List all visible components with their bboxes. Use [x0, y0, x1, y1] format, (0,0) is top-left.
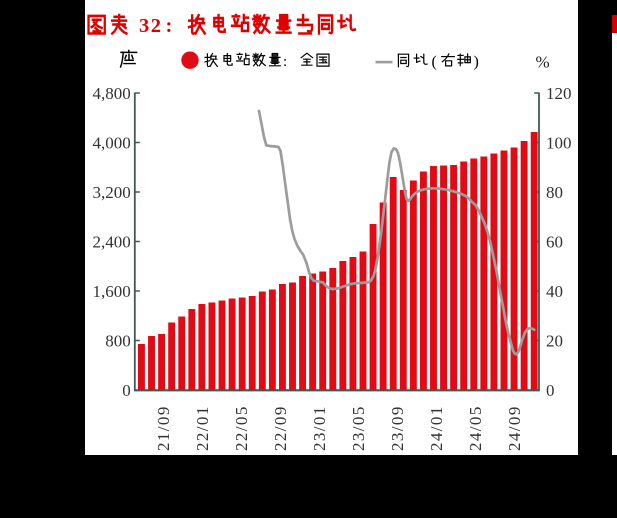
svg-text:21/09: 21/09: [154, 405, 173, 451]
svg-text:800: 800: [105, 332, 131, 351]
svg-text:100: 100: [546, 134, 572, 153]
svg-text:20: 20: [546, 332, 563, 351]
svg-text:1,600: 1,600: [93, 282, 131, 301]
svg-text:32: 32: [139, 15, 163, 37]
svg-text:24/05: 24/05: [466, 405, 485, 451]
svg-text:22/09: 22/09: [271, 405, 290, 451]
svg-text:3,200: 3,200: [93, 183, 131, 202]
svg-text:4,800: 4,800: [93, 84, 131, 103]
svg-text::: :: [166, 15, 173, 37]
svg-text:120: 120: [546, 84, 572, 103]
svg-text:22/01: 22/01: [193, 405, 212, 451]
svg-text:40: 40: [546, 282, 563, 301]
svg-text:4,000: 4,000: [93, 134, 131, 153]
svg-text:24/01: 24/01: [427, 405, 446, 451]
svg-text:0: 0: [546, 381, 555, 400]
svg-text:24/09: 24/09: [505, 405, 524, 451]
svg-text::: :: [283, 54, 287, 70]
svg-text:23/09: 23/09: [388, 405, 407, 451]
svg-text:23/05: 23/05: [349, 405, 368, 451]
svg-text:2,400: 2,400: [93, 233, 131, 252]
svg-text:(: (: [432, 54, 437, 71]
svg-text:): ): [474, 54, 479, 71]
svg-text:22/05: 22/05: [232, 405, 251, 451]
svg-text:80: 80: [546, 183, 563, 202]
svg-text:60: 60: [546, 233, 563, 252]
svg-text:0: 0: [122, 381, 131, 400]
svg-text:23/01: 23/01: [310, 405, 329, 451]
svg-text:%: %: [536, 53, 550, 72]
